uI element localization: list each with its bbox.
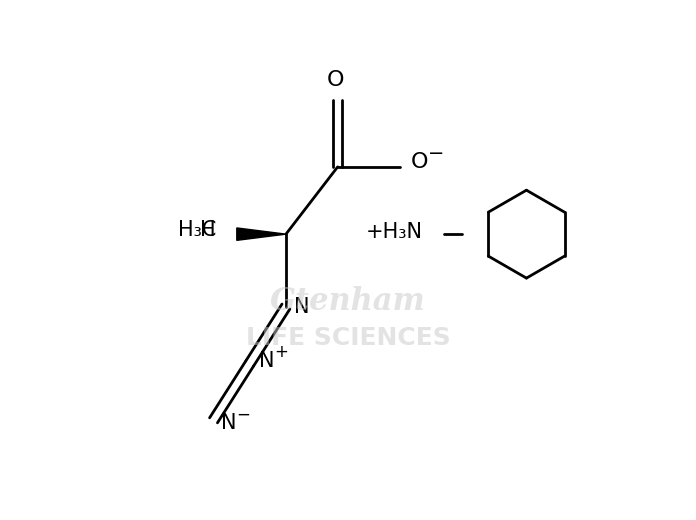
- Text: H: H: [200, 220, 216, 240]
- Text: H₃C: H₃C: [177, 220, 216, 240]
- Text: +: +: [274, 343, 288, 361]
- Text: N: N: [259, 351, 274, 371]
- Text: O: O: [326, 70, 344, 90]
- Text: N: N: [294, 296, 309, 317]
- Text: N: N: [221, 413, 237, 433]
- Text: Gtenham: Gtenham: [270, 286, 426, 317]
- Text: −: −: [427, 145, 444, 163]
- Text: −: −: [236, 405, 250, 423]
- Polygon shape: [237, 228, 286, 240]
- Text: LIFE SCIENCES: LIFE SCIENCES: [246, 326, 450, 349]
- Text: +H₃N: +H₃N: [366, 222, 423, 242]
- Text: O: O: [411, 152, 429, 172]
